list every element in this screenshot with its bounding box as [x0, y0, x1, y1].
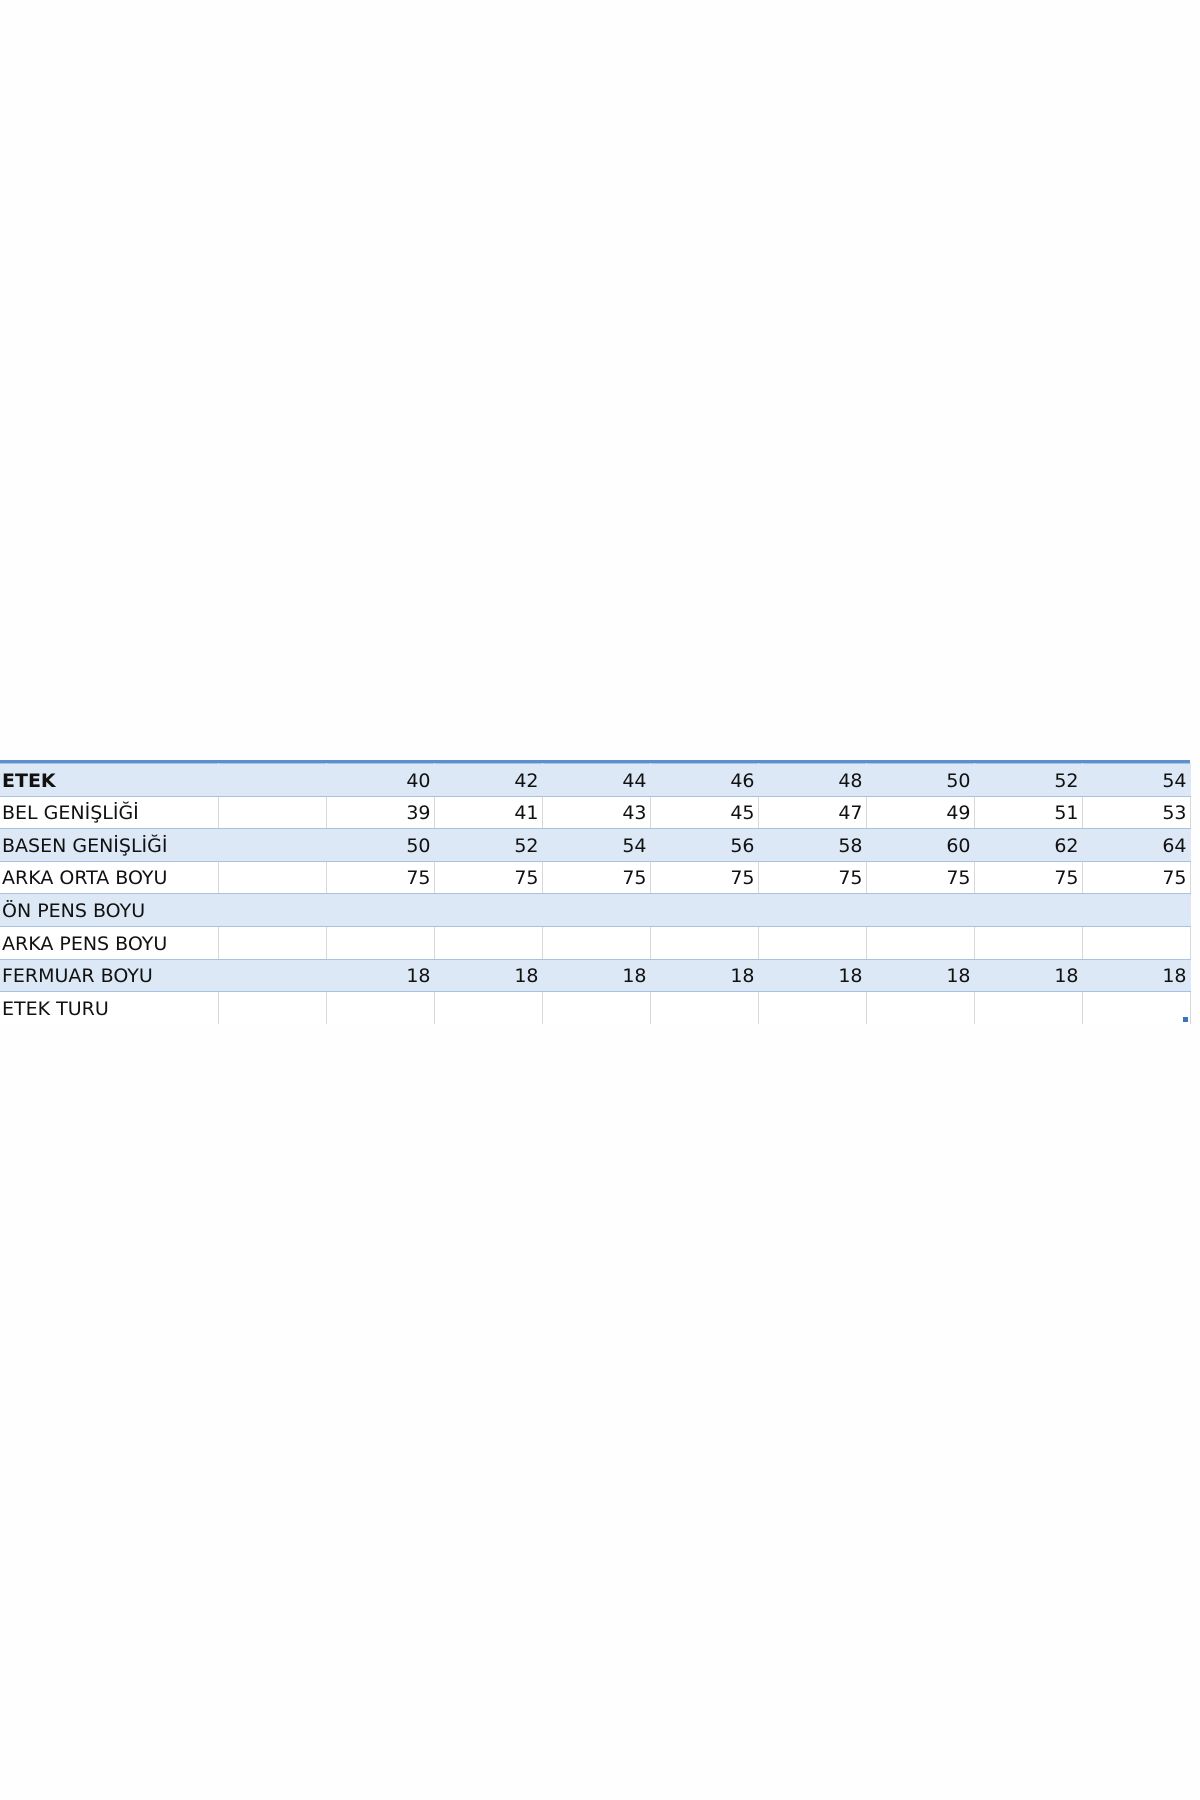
value-cell[interactable]: 58: [757, 828, 867, 862]
size-header-cell[interactable]: 46: [649, 763, 759, 797]
value-cell[interactable]: [757, 991, 867, 1025]
size-header-cell[interactable]: 52: [973, 763, 1083, 797]
value-cell[interactable]: 51: [973, 795, 1083, 830]
value-cell[interactable]: 18: [541, 958, 651, 993]
value-cell[interactable]: 41: [433, 795, 543, 830]
value-cell[interactable]: [649, 925, 759, 960]
size-header-cell[interactable]: 50: [865, 763, 975, 797]
value-cell[interactable]: [217, 828, 327, 862]
value-cell[interactable]: 60: [865, 828, 975, 862]
value-cell[interactable]: [217, 991, 327, 1025]
size-header-cell[interactable]: 44: [541, 763, 651, 797]
value-cell[interactable]: [973, 893, 1083, 927]
value-cell[interactable]: 47: [757, 795, 867, 830]
value-cell[interactable]: [325, 925, 435, 960]
size-chart-table: ETEK 40 42 44 46 48 50 52 54 BEL GENİŞLİ…: [0, 763, 1191, 1025]
table-row: BEL GENİŞLİĞİ 39 41 43 45 47 49 51 53: [0, 795, 1191, 830]
value-cell[interactable]: [217, 958, 327, 993]
value-cell[interactable]: [865, 893, 975, 927]
value-cell[interactable]: [1081, 893, 1191, 927]
value-cell[interactable]: 18: [865, 958, 975, 993]
size-header-cell[interactable]: 48: [757, 763, 867, 797]
value-cell[interactable]: [757, 925, 867, 960]
value-cell[interactable]: 75: [973, 860, 1083, 895]
value-cell[interactable]: [865, 925, 975, 960]
value-cell[interactable]: [865, 991, 975, 1025]
value-cell[interactable]: 62: [973, 828, 1083, 862]
value-cell[interactable]: 39: [325, 795, 435, 830]
value-cell[interactable]: 75: [325, 860, 435, 895]
value-cell[interactable]: 50: [325, 828, 435, 862]
value-cell[interactable]: [541, 925, 651, 960]
row-label-cell[interactable]: ETEK TURU: [0, 991, 219, 1025]
row-label-cell[interactable]: ARKA PENS BOYU: [0, 925, 219, 960]
table-row: ARKA PENS BOYU: [0, 925, 1191, 960]
table-row: ARKA ORTA BOYU 75 75 75 75 75 75 75 75: [0, 860, 1191, 895]
value-cell[interactable]: 45: [649, 795, 759, 830]
value-cell[interactable]: 18: [757, 958, 867, 993]
value-cell[interactable]: 18: [1081, 958, 1191, 993]
value-cell[interactable]: 18: [649, 958, 759, 993]
table-row: BASEN GENİŞLİĞİ 50 52 54 56 58 60 62 64: [0, 828, 1191, 862]
value-cell[interactable]: 64: [1081, 828, 1191, 862]
value-cell[interactable]: [649, 893, 759, 927]
value-cell[interactable]: [217, 893, 327, 927]
value-cell[interactable]: [973, 991, 1083, 1025]
value-cell[interactable]: 75: [757, 860, 867, 895]
table-row: ÖN PENS BOYU: [0, 893, 1191, 927]
row-label-cell[interactable]: ÖN PENS BOYU: [0, 893, 219, 927]
size-header-cell[interactable]: 42: [433, 763, 543, 797]
row-label-cell[interactable]: BEL GENİŞLİĞİ: [0, 795, 219, 830]
value-cell[interactable]: 75: [541, 860, 651, 895]
value-cell[interactable]: [433, 991, 543, 1025]
header-row: ETEK 40 42 44 46 48 50 52 54: [0, 763, 1191, 797]
value-cell[interactable]: 18: [433, 958, 543, 993]
row-label-cell[interactable]: ARKA ORTA BOYU: [0, 860, 219, 895]
value-cell[interactable]: [217, 860, 327, 895]
row-label-cell[interactable]: BASEN GENİŞLİĞİ: [0, 828, 219, 862]
header-cell[interactable]: [217, 763, 327, 797]
row-label-cell[interactable]: FERMUAR BOYU: [0, 958, 219, 993]
table-row: FERMUAR BOYU 18 18 18 18 18 18 18 18: [0, 958, 1191, 993]
value-cell[interactable]: [325, 991, 435, 1025]
value-cell[interactable]: 54: [541, 828, 651, 862]
value-cell[interactable]: [1081, 991, 1191, 1025]
value-cell[interactable]: 75: [649, 860, 759, 895]
value-cell[interactable]: 75: [865, 860, 975, 895]
fill-handle-icon[interactable]: [1182, 1017, 1188, 1023]
value-cell[interactable]: 75: [433, 860, 543, 895]
value-cell[interactable]: [757, 893, 867, 927]
value-cell[interactable]: [541, 991, 651, 1025]
value-cell[interactable]: [433, 925, 543, 960]
value-cell[interactable]: [217, 925, 327, 960]
value-cell[interactable]: [325, 893, 435, 927]
value-cell[interactable]: 18: [973, 958, 1083, 993]
value-cell[interactable]: 53: [1081, 795, 1191, 830]
size-chart-sheet: ETEK 40 42 44 46 48 50 52 54 BEL GENİŞLİ…: [0, 760, 1191, 1025]
value-cell[interactable]: [541, 893, 651, 927]
value-cell[interactable]: [1081, 925, 1191, 960]
header-label-cell[interactable]: ETEK: [0, 763, 219, 797]
size-header-cell[interactable]: 40: [325, 763, 435, 797]
value-cell[interactable]: 52: [433, 828, 543, 862]
value-cell[interactable]: [433, 893, 543, 927]
value-cell[interactable]: [217, 795, 327, 830]
value-cell[interactable]: 18: [325, 958, 435, 993]
value-cell[interactable]: 49: [865, 795, 975, 830]
value-cell[interactable]: 56: [649, 828, 759, 862]
size-header-cell[interactable]: 54: [1081, 763, 1191, 797]
value-cell[interactable]: 43: [541, 795, 651, 830]
value-cell[interactable]: [649, 991, 759, 1025]
value-cell[interactable]: 75: [1081, 860, 1191, 895]
table-row: ETEK TURU: [0, 991, 1191, 1025]
value-cell[interactable]: [973, 925, 1083, 960]
